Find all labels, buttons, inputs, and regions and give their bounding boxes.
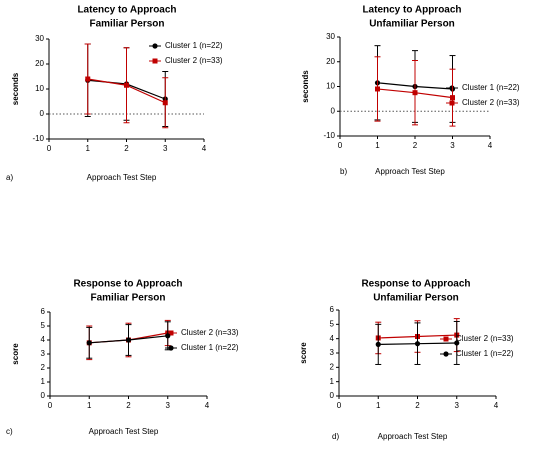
x-tick-label: 3 <box>450 141 455 150</box>
y-axis-label: seconds <box>301 70 310 103</box>
legend-label: Cluster 1 (n=22) <box>165 41 223 50</box>
y-tick-label: 3 <box>330 348 335 357</box>
x-tick-label: 2 <box>415 401 420 410</box>
y-tick-label: 6 <box>41 307 46 316</box>
panel-label: c) <box>6 427 13 436</box>
y-tick-label: 0 <box>41 391 46 400</box>
x-tick-label: 3 <box>163 144 168 153</box>
y-tick-label: 30 <box>326 32 335 41</box>
x-tick-label: 3 <box>455 401 460 410</box>
y-tick-label: 1 <box>330 377 335 386</box>
x-axis-label: Approach Test Step <box>87 173 157 182</box>
legend-marker <box>152 43 158 49</box>
y-tick-label: 5 <box>330 319 335 328</box>
y-axis-label: score <box>11 343 20 365</box>
x-tick-label: 0 <box>48 401 53 410</box>
chart-title: Latency to Approach <box>77 5 176 16</box>
legend-label: Cluster 2 (n=33) <box>181 328 239 337</box>
y-tick-label: -10 <box>32 134 44 143</box>
legend-marker <box>443 351 449 357</box>
x-axis-label: Approach Test Step <box>378 432 448 441</box>
chart-title: Familiar Person <box>90 293 165 304</box>
marker <box>124 82 129 88</box>
legend-marker <box>168 330 174 336</box>
y-tick-label: 0 <box>330 391 335 400</box>
y-tick-label: 3 <box>41 349 46 358</box>
y-tick-label: 20 <box>326 57 335 66</box>
legend-label: Cluster 2 (n=33) <box>165 56 223 65</box>
chart-title: Response to Approach <box>361 279 470 290</box>
legend-label: Cluster 2 (n=33) <box>456 334 514 343</box>
y-tick-label: 0 <box>331 106 336 115</box>
chart-title: Response to Approach <box>73 279 182 290</box>
y-tick-label: -10 <box>323 131 335 140</box>
panel-label: a) <box>6 173 13 182</box>
marker <box>165 333 171 339</box>
x-tick-label: 4 <box>205 401 210 410</box>
x-tick-label: 1 <box>86 144 91 153</box>
y-tick-label: 0 <box>40 109 45 118</box>
chart-title: Familiar Person <box>89 19 164 30</box>
x-tick-label: 2 <box>413 141 418 150</box>
marker <box>85 76 91 82</box>
y-tick-label: 10 <box>35 84 44 93</box>
y-tick-label: 10 <box>326 82 335 91</box>
x-tick-label: 0 <box>337 401 342 410</box>
marker <box>414 341 421 347</box>
y-tick-label: 30 <box>35 34 44 43</box>
marker <box>375 341 381 347</box>
marker <box>450 95 455 101</box>
x-tick-label: 2 <box>126 401 131 410</box>
legend-label: Cluster 1 (n=22) <box>462 83 520 92</box>
legend-label: Cluster 1 (n=22) <box>456 349 514 358</box>
marker <box>454 340 460 346</box>
marker <box>162 100 168 106</box>
legend-label: Cluster 1 (n=22) <box>181 343 239 352</box>
panel-label: b) <box>340 167 347 176</box>
y-tick-label: 2 <box>41 363 46 372</box>
x-tick-label: 0 <box>47 144 52 153</box>
chart-title: Latency to Approach <box>362 5 461 16</box>
y-tick-label: 6 <box>330 305 335 314</box>
y-tick-label: 4 <box>41 335 46 344</box>
x-tick-label: 0 <box>338 141 343 150</box>
x-tick-label: 1 <box>87 401 92 410</box>
y-tick-label: 5 <box>41 321 46 330</box>
x-tick-label: 4 <box>488 141 493 150</box>
y-axis-label: seconds <box>11 72 20 105</box>
x-tick-label: 2 <box>124 144 129 153</box>
x-axis-label: Approach Test Step <box>375 167 445 176</box>
x-tick-label: 1 <box>376 401 381 410</box>
y-axis-label: score <box>299 342 308 364</box>
legend-marker <box>168 345 174 351</box>
chart-title: Unfamiliar Person <box>373 293 459 304</box>
marker <box>86 340 92 346</box>
y-tick-label: 1 <box>41 377 46 386</box>
chart-title: Unfamiliar Person <box>369 19 455 30</box>
marker <box>375 86 380 92</box>
y-tick-label: 4 <box>330 334 335 343</box>
y-tick-label: 2 <box>330 362 335 371</box>
marker <box>412 90 418 96</box>
legend-marker <box>443 336 449 342</box>
y-tick-label: 20 <box>35 59 44 68</box>
x-tick-label: 4 <box>202 144 207 153</box>
legend-marker <box>449 100 455 106</box>
marker <box>125 337 132 343</box>
x-axis-label: Approach Test Step <box>89 427 159 436</box>
legend-marker <box>152 58 158 64</box>
x-tick-label: 4 <box>494 401 499 410</box>
legend-label: Cluster 2 (n=33) <box>462 98 520 107</box>
panel-label: d) <box>332 432 339 441</box>
x-tick-label: 1 <box>375 141 380 150</box>
x-tick-label: 3 <box>166 401 171 410</box>
